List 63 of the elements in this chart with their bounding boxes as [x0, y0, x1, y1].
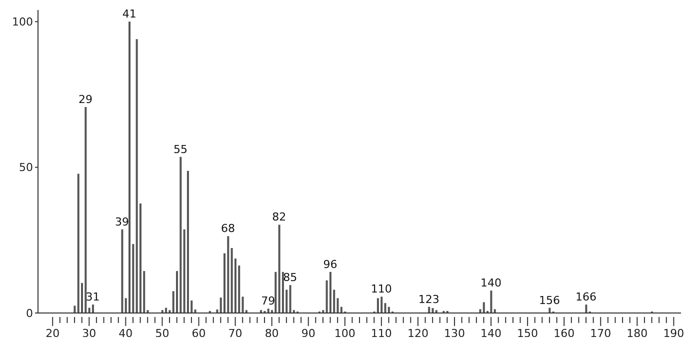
bar: [490, 290, 492, 313]
x-tick-label: 80: [264, 327, 279, 340]
x-tick-label: 20: [46, 327, 60, 340]
annotation: 140: [480, 276, 502, 290]
bar: [267, 308, 270, 313]
bar: [84, 107, 87, 313]
bar: [329, 272, 332, 313]
bar: [242, 296, 244, 313]
bar: [92, 304, 94, 313]
annotation: 110: [370, 282, 392, 296]
annotation: 123: [418, 292, 440, 306]
x-tick-label: 140: [480, 327, 502, 340]
bar: [278, 224, 280, 313]
bar: [482, 302, 485, 313]
bar: [230, 248, 233, 313]
y-tick-label: 100: [12, 16, 33, 29]
y-tick-label: 0: [26, 306, 33, 320]
bar: [479, 309, 482, 313]
annotation: 82: [272, 210, 286, 224]
x-tick-label: 40: [118, 327, 133, 340]
bar: [186, 170, 189, 313]
x-tick-label: 100: [334, 327, 356, 340]
annotation: 55: [173, 142, 188, 156]
bar: [585, 304, 588, 313]
bar: [289, 285, 292, 313]
x-tick-label: 90: [301, 327, 316, 340]
bar: [274, 272, 277, 313]
annotation: 166: [576, 290, 597, 304]
annotation: 68: [220, 222, 235, 236]
x-tick-label: 120: [407, 327, 428, 340]
x-tick-label: 130: [444, 327, 465, 340]
bar: [227, 236, 230, 313]
x-tick-label: 110: [370, 327, 392, 340]
bar: [380, 296, 383, 313]
x-tick-label: 150: [517, 327, 538, 340]
x-tick-label: 180: [626, 327, 648, 340]
bar: [180, 156, 182, 313]
bar: [388, 306, 390, 313]
bar: [77, 174, 80, 313]
bar: [428, 306, 430, 313]
x-tick-label: 190: [663, 327, 684, 340]
x-tick-label: 50: [155, 327, 170, 340]
x-tick-label: 160: [554, 327, 575, 340]
annotation: 29: [78, 93, 92, 106]
annotation: 41: [122, 8, 136, 21]
annotation: 156: [538, 294, 560, 307]
bar: [128, 22, 131, 313]
bar: [74, 306, 76, 313]
y-tick-label: 50: [19, 161, 33, 174]
annotation: 79: [261, 294, 276, 308]
x-tick-label: 30: [82, 327, 96, 340]
bar: [136, 39, 138, 313]
annotation: 31: [86, 290, 100, 304]
x-tick-label: 70: [228, 327, 242, 340]
annotation: 96: [323, 258, 338, 271]
bar: [494, 309, 496, 313]
x-tick-label: 60: [192, 327, 206, 340]
bar: [336, 298, 339, 313]
x-tick-label: 170: [590, 327, 612, 340]
annotation: 39: [115, 215, 130, 228]
bar: [121, 229, 124, 313]
bar: [376, 298, 379, 313]
bar: [432, 308, 434, 313]
